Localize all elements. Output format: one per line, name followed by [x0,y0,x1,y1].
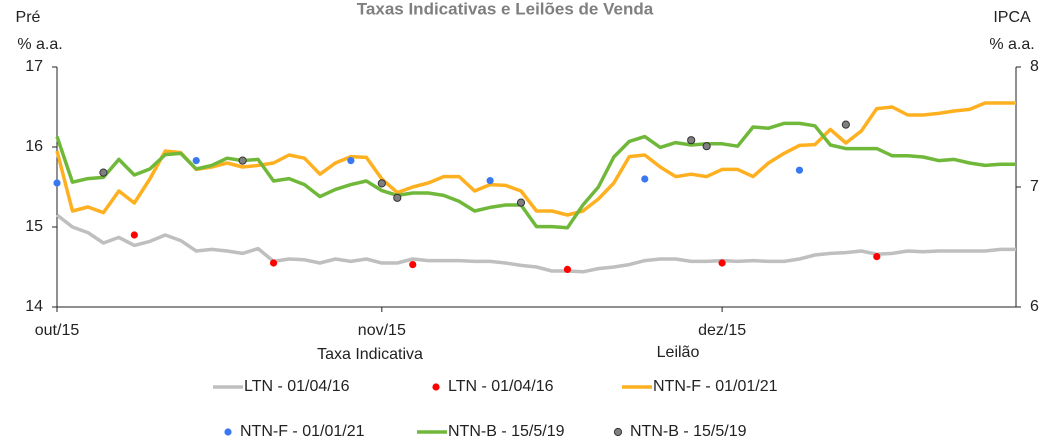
x-tick-label: dez/15 [698,322,746,339]
series-line [55,101,1016,217]
y2-axis-label: IPCA [993,9,1031,26]
y2-tick-label: 6 [1030,298,1039,315]
legend-swatch [432,383,440,391]
series-marker [269,259,278,267]
series-marker [873,253,881,261]
series-marker [516,198,526,207]
y2-tick-label: 7 [1030,178,1039,195]
series-marker [192,157,200,165]
legend-label: LTN - 01/04/16 [244,378,350,395]
x-tick-label: out/15 [35,322,80,339]
series-marker [347,157,355,165]
series-marker [238,156,247,165]
y-axis-label: Pré [16,9,41,26]
chart-title: Taxas Indicativas e Leilões de Venda [357,0,654,18]
legend-swatch [224,428,232,436]
legend-label: NTN-B - 15/5/19 [448,423,565,440]
series-marker [563,265,572,273]
series-marker [795,166,804,174]
series-marker [486,177,494,185]
series-marker [718,259,726,267]
y-axis-label: % a.a. [17,36,62,53]
y2-axis-label: % a.a. [989,36,1034,53]
x-tick-label: nov/15 [358,322,406,339]
series-marker [130,231,138,239]
y-tick-label: 16 [25,138,43,155]
series-marker [841,120,850,129]
x-axis-label: Leilão [657,344,700,361]
y-tick-label: 17 [25,58,43,75]
series-marker [687,136,696,145]
series-marker [53,179,61,187]
series-marker [409,261,417,269]
legend-swatch [613,427,623,437]
x-axis-label: Taxa Indicativa [317,346,423,363]
series-marker [702,142,711,151]
series-line [55,121,1016,230]
legend-label: NTN-B - 15/5/19 [630,423,747,440]
legend-label: NTN-F - 01/01/21 [240,423,365,440]
legend-label: LTN - 01/04/16 [448,378,554,395]
y-tick-label: 15 [25,218,43,235]
y-tick-label: 14 [25,298,43,315]
series-marker [377,179,386,188]
series-marker [393,193,402,202]
legend-label: NTN-F - 01/01/21 [653,378,778,395]
y2-tick-label: 8 [1030,58,1039,75]
series-marker [99,168,108,177]
series-line [55,213,1016,274]
series-marker [641,175,649,183]
